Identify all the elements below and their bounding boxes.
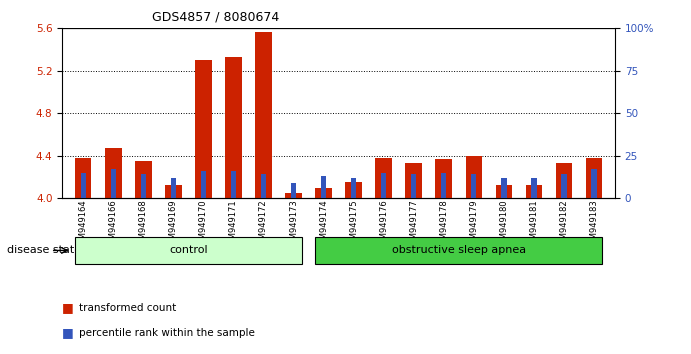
Bar <box>531 178 537 198</box>
Bar <box>135 161 151 198</box>
Text: percentile rank within the sample: percentile rank within the sample <box>79 328 256 338</box>
Bar <box>171 178 176 198</box>
Bar <box>526 185 542 198</box>
Bar <box>75 158 91 198</box>
Bar <box>261 175 266 198</box>
Bar <box>165 185 182 198</box>
Bar <box>200 171 206 198</box>
Bar <box>556 163 572 198</box>
Bar <box>225 57 242 198</box>
Bar <box>435 159 452 198</box>
Text: disease state: disease state <box>7 245 81 256</box>
Bar <box>111 169 116 198</box>
Bar <box>346 182 362 198</box>
Bar <box>140 175 146 198</box>
Bar <box>586 158 603 198</box>
Bar <box>406 163 422 198</box>
Text: transformed count: transformed count <box>79 303 177 313</box>
Bar <box>195 60 211 198</box>
Text: obstructive sleep apnea: obstructive sleep apnea <box>392 245 526 256</box>
Text: ■: ■ <box>62 326 74 339</box>
Bar <box>411 175 417 198</box>
Bar <box>591 169 596 198</box>
Text: control: control <box>169 245 208 256</box>
Bar <box>375 158 392 198</box>
Bar <box>351 178 357 198</box>
Bar <box>285 193 302 198</box>
Bar <box>441 173 446 198</box>
Bar <box>81 173 86 198</box>
Bar <box>471 175 477 198</box>
Bar <box>466 156 482 198</box>
Bar <box>501 178 507 198</box>
Text: GDS4857 / 8080674: GDS4857 / 8080674 <box>152 11 279 24</box>
Text: ■: ■ <box>62 302 74 314</box>
Bar <box>381 173 386 198</box>
Bar <box>321 176 326 198</box>
Bar <box>561 175 567 198</box>
Bar <box>255 32 272 198</box>
Bar <box>105 148 122 198</box>
Bar <box>495 185 512 198</box>
Bar <box>231 171 236 198</box>
Bar <box>315 188 332 198</box>
Bar <box>291 183 296 198</box>
